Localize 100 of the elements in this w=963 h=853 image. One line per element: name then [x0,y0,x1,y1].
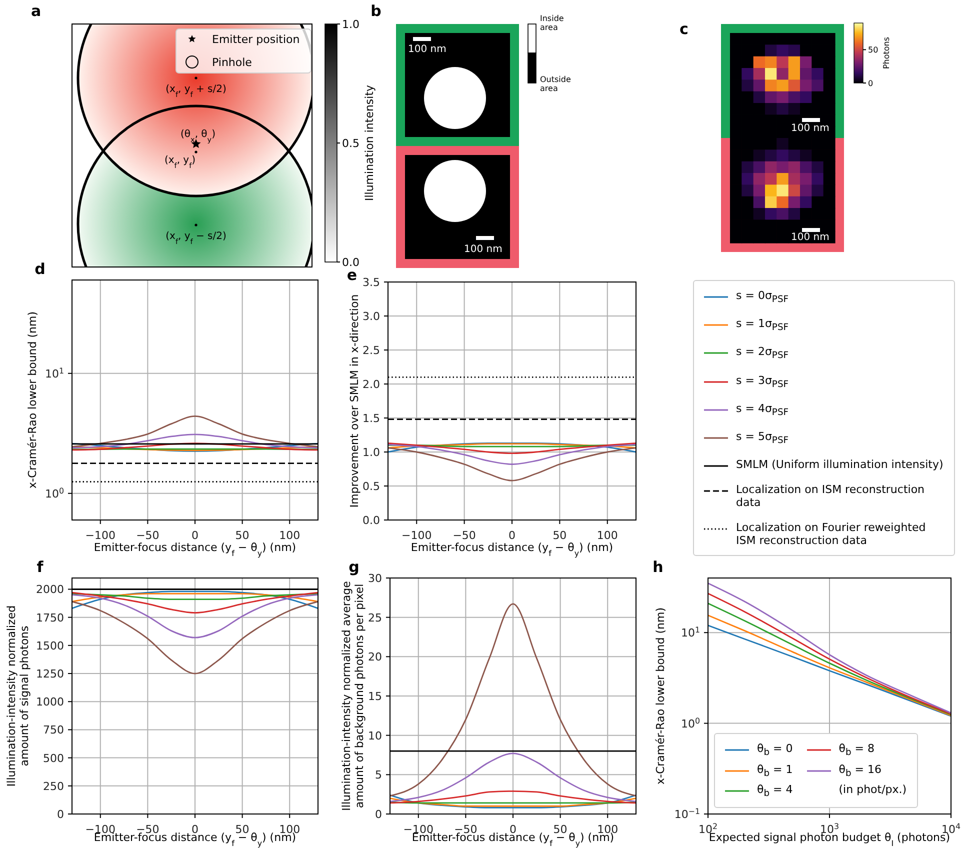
y-tick-label: 1250 [36,668,64,681]
y-axis-title: Illumination-intensity normalized average amount of background photons per pixel [340,580,366,811]
text: Inside area [540,14,564,32]
y-tick-label: 30 [368,572,382,585]
text: 0.5 [342,137,360,150]
legend-label: s = 4σ$_{PSF}$ [736,402,789,418]
x-tick-label: 100 [596,529,618,542]
x-tick-label: 50 [235,823,250,836]
line-series [390,752,636,802]
y-tick-label: 1500 [36,639,64,652]
text: Pinhole [212,56,252,69]
x-tick-label: 50 [235,529,250,542]
chart-title: h [652,558,664,576]
color-bar-title: Illumination intensity [363,84,376,202]
y-tick-label: 3.5 [362,276,380,289]
legend-label: s = 3σ$_{PSF}$ [736,374,789,390]
text: 0.0 [342,256,360,269]
chart-title: g [348,558,360,576]
legend-label: θ$_{b}$ = 16 [838,762,882,779]
y-tick-label: 2000 [36,583,64,596]
y-tick-label: 10$^{1}$ [680,625,700,640]
x-tick-label: −100 [85,529,116,542]
y-tick-label: 750 [43,724,64,737]
text: 100 nm [408,44,446,55]
x-tick-label: −50 [136,529,160,542]
y-tick-label: 10 [368,729,382,742]
legend-label: θ$_{b}$ = 0 [757,742,793,759]
chart-title: f [36,558,44,576]
legend-label: s = 5σ$_{PSF}$ [736,430,789,446]
x-tick-label: 100 [279,529,300,542]
color-bar-label: 0 [868,79,874,88]
x-tick-label: 50 [553,823,568,836]
legend-label: θ$_{b}$ = 1 [757,762,793,779]
annotation: 100 nm [791,232,830,243]
y-tick-label: 5 [375,768,382,782]
y-tick-label: 2.5 [362,344,380,357]
chart-title: c [680,20,688,38]
line-series [390,790,636,804]
y-tick-label: 0.0 [362,514,380,527]
color-bar-label: 50 [868,46,878,55]
x-tick-label: −50 [452,529,476,542]
x-tick-label: 50 [552,529,567,542]
x-axis-title: Emitter-focus distance (y$_{f}$ − θ$_{y}$) (nm) [94,541,296,558]
y-tick-label: 0 [57,808,64,821]
chart-title: e [346,266,358,284]
text: Outside area [540,75,571,93]
text: Emitter position [212,33,300,46]
y-tick-label: 1.0 [362,446,380,459]
text: (x$_{f}$, y$_{f}$) [164,155,196,170]
x-axis-title: Emitter-focus distance (y$_{f}$ − θ$_{y}$) (nm) [410,541,614,558]
text: (x$_{f}$, y$_{f}$ + s/2) [166,84,226,98]
x-tick-label: 0 [508,529,516,542]
y-tick-label: 250 [43,780,64,793]
y-axis-title: Illumination-intensity normalized amount of signal photons [5,605,31,787]
legend-label: s = 0σ$_{PSF}$ [736,289,789,306]
y-tick-label: 20 [368,650,382,664]
line-series [390,794,636,808]
text: 100 nm [464,244,502,255]
text: b [370,2,382,20]
line-series [72,592,318,614]
x-tick-label: 0 [192,823,198,836]
y-tick-label: 1750 [36,611,64,624]
y-tick-label: 1000 [36,696,64,709]
annotation: (in phot/px.) [838,782,907,796]
line-series [72,600,318,674]
y-tick-label: 2.0 [362,378,380,391]
line-series [388,447,636,482]
legend-label: θ$_{b}$ = 8 [838,742,875,759]
text: (x$_{f}$, y$_{f}$ − s/2) [166,231,226,246]
x-tick-label: 0 [510,823,516,836]
legend-label: Localization on Fourier reweighted ISM reconstruction data [736,521,926,548]
y-axis-title: x-Cramér-Rao lower bound (nm) [26,311,39,489]
y-tick-label: 0 [375,808,382,821]
chart-title: d [34,260,46,278]
legend-label: s = 1σ$_{PSF}$ [736,317,789,334]
legend-label: s = 2σ$_{PSF}$ [736,345,789,362]
y-axis-title: Improvement over SMLM in x-direction [348,294,361,508]
y-tick-label: 10$^{−1}$ [674,806,700,821]
y-tick-label: 10$^{1}$ [44,366,64,380]
legend-label: Localization on ISM reconstruction data [736,483,925,510]
line-series [390,603,636,797]
annotation: 100 nm [791,123,830,134]
y-axis-title: x-Cramér-Rao lower bound (nm) [654,607,667,785]
y-tick-label: 15 [368,690,382,703]
x-tick-label: −100 [402,529,432,542]
y-tick-label: 0.5 [362,480,380,493]
text: 1.0 [342,18,360,31]
y-tick-label: 10$^{0}$ [680,716,700,730]
text: a [30,2,42,20]
x-tick-label: 0 [192,529,198,542]
y-tick-label: 3.0 [362,310,380,323]
y-tick-label: 25 [368,611,382,624]
y-tick-label: 10$^{0}$ [44,486,64,500]
y-tick-label: 1.5 [362,412,380,425]
line-series [388,444,636,465]
color-bar-title: Photons [882,36,891,70]
legend-label: θ$_{b}$ = 4 [757,782,793,799]
y-tick-label: 500 [43,752,64,765]
line-series [72,593,318,602]
text: (θ$_{x}$, θ$_{y}$) [180,129,216,144]
